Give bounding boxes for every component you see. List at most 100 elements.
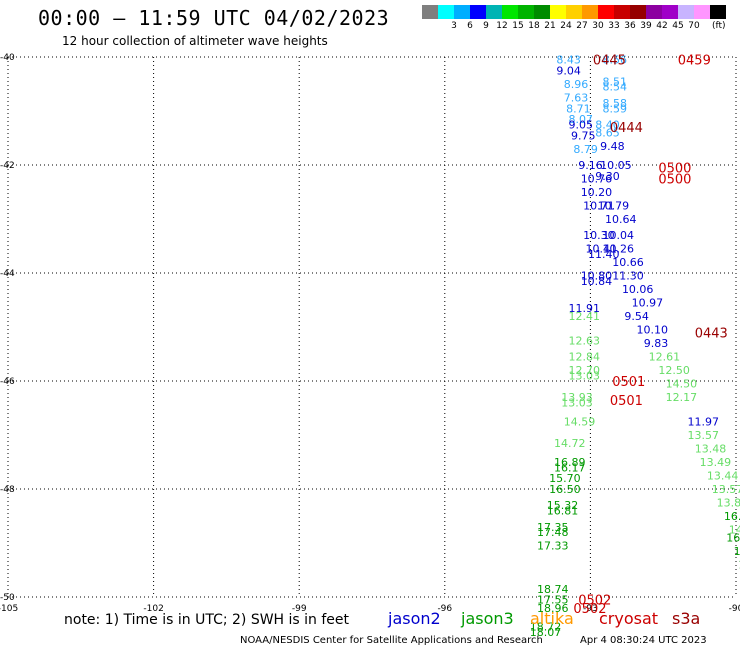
wave-height-value: 9.05 bbox=[569, 119, 594, 132]
wave-height-value: 18.74 bbox=[537, 583, 569, 596]
pass-time-label: 0501 bbox=[612, 375, 645, 390]
color-swatch bbox=[630, 5, 646, 19]
wave-height-value: 7.63 bbox=[564, 92, 589, 105]
color-swatch bbox=[534, 5, 550, 19]
wave-height-value: 18.07 bbox=[530, 626, 562, 639]
wave-height-value: 9.30 bbox=[595, 170, 620, 183]
wave-height-value: 8.79 bbox=[573, 143, 598, 156]
wave-height-value: 12.17 bbox=[666, 391, 698, 404]
wave-height-value: 13.48 bbox=[695, 443, 727, 456]
color-scale-tick: 12 bbox=[496, 21, 508, 31]
wave-height-value: 9.16 bbox=[578, 159, 603, 172]
wave-height-value: 14.72 bbox=[554, 437, 586, 450]
wave-height-value: 9.48 bbox=[600, 140, 625, 153]
wave-height-value: 17.48 bbox=[537, 526, 569, 539]
color-scale-tick: 33 bbox=[608, 21, 620, 31]
wave-height-value: 10.04 bbox=[603, 229, 635, 242]
legend-s3a: s3a bbox=[672, 609, 701, 628]
wave-height-value: 10.05 bbox=[600, 159, 632, 172]
wave-height-value: 10.71 bbox=[583, 200, 615, 213]
wave-height-value: 8.71 bbox=[566, 102, 591, 115]
wave-height-value: 15.64 bbox=[734, 545, 740, 558]
wave-height-value: 16.80 bbox=[726, 532, 740, 545]
wave-height-value: 8.07 bbox=[569, 113, 594, 126]
color-scale-tick: 18 bbox=[528, 21, 540, 31]
wave-height-value: 10.20 bbox=[581, 186, 613, 199]
pass-time-label: 0445 bbox=[593, 54, 626, 69]
color-scale-tick: 6 bbox=[467, 21, 473, 31]
wave-height-value: 13.49 bbox=[700, 456, 732, 469]
wave-height-value: 10.64 bbox=[605, 213, 637, 226]
wave-height-value: 8.96 bbox=[564, 78, 589, 91]
x-tick-label: -96 bbox=[437, 604, 452, 614]
wave-height-value: 16.89 bbox=[554, 456, 586, 469]
wave-height-value: 10.41 bbox=[586, 243, 618, 256]
color-scale-tick: 27 bbox=[576, 21, 588, 31]
wave-height-value: 18.96 bbox=[537, 602, 569, 615]
wave-height-value: 14.59 bbox=[564, 416, 596, 429]
wave-height-value: 10.66 bbox=[612, 256, 644, 269]
time-labels: 0445045904440500050004430501050104050205… bbox=[573, 54, 728, 617]
wave-height-value: 13.44 bbox=[707, 470, 739, 483]
wave-height-value: 17.35 bbox=[537, 521, 569, 534]
pass-time-label: 0501 bbox=[610, 394, 643, 409]
pass-time-label: 0502 bbox=[573, 602, 606, 617]
wave-height-value: 9.75 bbox=[571, 129, 596, 142]
color-scale-tick: 36 bbox=[624, 21, 636, 31]
wave-height-value: 16.06 bbox=[724, 510, 740, 523]
pass-time-label: 0500 bbox=[658, 173, 691, 188]
color-swatch bbox=[710, 5, 726, 19]
pass-time-label: 0444 bbox=[610, 121, 643, 136]
pass-time-label: 0443 bbox=[695, 326, 728, 341]
wave-height-value: 8.56 bbox=[603, 54, 628, 67]
wave-height-value: 13.03 bbox=[561, 397, 593, 410]
wave-height-value: 11.91 bbox=[569, 302, 601, 315]
wave-height-value: 11.97 bbox=[687, 416, 719, 429]
wave-height-value: 12.50 bbox=[658, 364, 690, 377]
wave-height-value: 10.30 bbox=[583, 229, 615, 242]
color-swatch bbox=[502, 5, 518, 19]
generated-timestamp: Apr 4 08:30:24 UTC 2023 bbox=[580, 635, 707, 646]
wave-height-value: 14.81 bbox=[729, 524, 740, 537]
wave-height-value: 9.54 bbox=[624, 310, 649, 323]
wave-height-value: 12.41 bbox=[569, 310, 601, 323]
wave-height-value: 10.26 bbox=[603, 243, 635, 256]
wave-height-value: 10.76 bbox=[581, 173, 613, 186]
wave-height-value: 10.06 bbox=[622, 283, 654, 296]
y-tick-label: -50 bbox=[0, 593, 15, 603]
wave-height-value: 13.57 bbox=[687, 429, 719, 442]
wave-height-value: 9.04 bbox=[556, 65, 581, 78]
y-tick-label: -44 bbox=[0, 269, 15, 279]
wave-height-value: 8.54 bbox=[603, 81, 628, 94]
wave-height-value: 10.84 bbox=[581, 275, 613, 288]
wave-height-labels: 8.439.048.967.638.718.079.059.758.79 9.16… bbox=[530, 54, 740, 639]
color-swatch bbox=[438, 5, 454, 19]
wave-height-value: 17.55 bbox=[537, 594, 569, 607]
wave-height-value: 12.63 bbox=[569, 335, 601, 348]
wave-height-value: 15.70 bbox=[549, 472, 581, 485]
pass-time-label: 0459 bbox=[678, 54, 711, 69]
credit-line: NOAA/NESDIS Center for Satellite Applica… bbox=[240, 635, 543, 646]
color-scale-tick: 30 bbox=[592, 21, 604, 31]
wave-height-value: 17.33 bbox=[537, 540, 569, 553]
wave-height-value: 8.58 bbox=[603, 97, 628, 110]
x-tick-label: -105 bbox=[0, 604, 18, 614]
wave-height-value: 16.05 bbox=[738, 559, 740, 572]
color-swatch bbox=[582, 5, 598, 19]
pass-time-label: 0502 bbox=[578, 594, 611, 609]
color-scale-tick: 45 bbox=[672, 21, 684, 31]
color-scale-tick: 42 bbox=[656, 21, 668, 31]
color-swatch bbox=[566, 5, 582, 19]
wave-height-value: 18.72 bbox=[530, 621, 562, 634]
wave-height-value: 16.17 bbox=[554, 461, 586, 474]
color-scale-tick: 39 bbox=[640, 21, 652, 31]
color-swatch bbox=[678, 5, 694, 19]
color-swatch bbox=[422, 5, 438, 19]
legend-jason2: jason2 bbox=[388, 609, 441, 628]
wave-height-value: 16.50 bbox=[549, 483, 581, 496]
wave-height-value: 12.61 bbox=[649, 351, 681, 364]
color-scale-tick: 9 bbox=[483, 21, 489, 31]
wave-height-value: 9.83 bbox=[644, 337, 669, 350]
legend-jason3: jason3 bbox=[461, 609, 514, 628]
